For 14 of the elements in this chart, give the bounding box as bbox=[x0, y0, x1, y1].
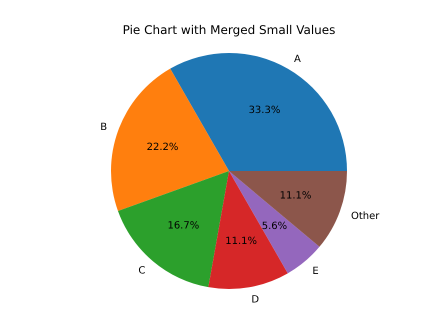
chart-title: Pie Chart with Merged Small Values bbox=[122, 23, 336, 37]
slice-label: E bbox=[312, 266, 319, 277]
slice-label: A bbox=[294, 54, 302, 66]
data-label: 16.7% bbox=[167, 220, 200, 232]
data-label: 22.2% bbox=[146, 142, 178, 154]
slice-label: B bbox=[100, 122, 108, 133]
slice-label: D bbox=[251, 294, 260, 306]
slice-label: C bbox=[138, 266, 146, 277]
slice-label: Other bbox=[350, 210, 380, 222]
data-label: 33.3% bbox=[248, 105, 280, 116]
data-label: 5.6% bbox=[262, 220, 288, 232]
pie-slice bbox=[111, 68, 229, 211]
data-label: 11.1% bbox=[280, 190, 312, 202]
data-label: 11.1% bbox=[225, 236, 258, 248]
